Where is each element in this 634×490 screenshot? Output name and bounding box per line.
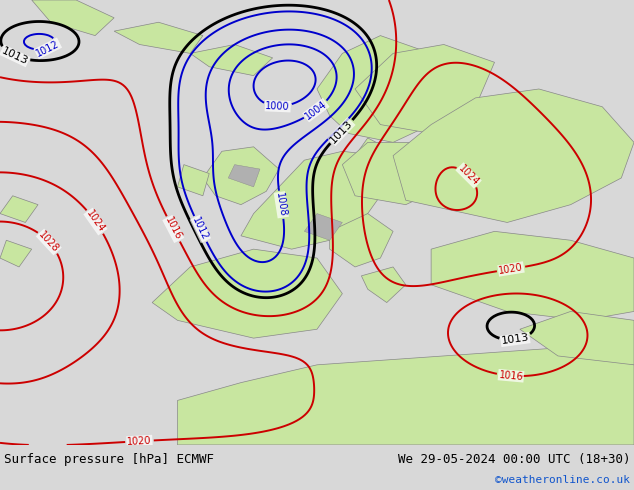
Text: 1024: 1024 bbox=[456, 163, 481, 188]
Polygon shape bbox=[355, 138, 393, 165]
Polygon shape bbox=[228, 165, 260, 187]
Polygon shape bbox=[241, 151, 393, 249]
Polygon shape bbox=[0, 196, 38, 222]
Polygon shape bbox=[431, 231, 634, 320]
Polygon shape bbox=[152, 249, 342, 338]
Polygon shape bbox=[0, 240, 32, 267]
Text: 1008: 1008 bbox=[275, 192, 288, 218]
Text: Surface pressure [hPa] ECMWF: Surface pressure [hPa] ECMWF bbox=[4, 453, 214, 466]
Polygon shape bbox=[304, 214, 342, 240]
Polygon shape bbox=[361, 267, 406, 302]
Text: 1024: 1024 bbox=[84, 209, 107, 235]
Polygon shape bbox=[393, 89, 634, 222]
Text: 1012: 1012 bbox=[35, 38, 61, 58]
Text: ©weatheronline.co.uk: ©weatheronline.co.uk bbox=[495, 475, 630, 485]
Polygon shape bbox=[520, 312, 634, 365]
Polygon shape bbox=[178, 165, 209, 196]
Polygon shape bbox=[342, 143, 456, 205]
Polygon shape bbox=[330, 214, 393, 267]
Text: We 29-05-2024 00:00 UTC (18+30): We 29-05-2024 00:00 UTC (18+30) bbox=[398, 453, 630, 466]
Text: 1020: 1020 bbox=[127, 436, 152, 447]
Text: 1020: 1020 bbox=[498, 262, 524, 276]
Text: 1013: 1013 bbox=[328, 118, 354, 145]
Text: 1013: 1013 bbox=[501, 333, 530, 346]
Text: 1016: 1016 bbox=[163, 216, 183, 242]
Polygon shape bbox=[190, 45, 273, 75]
Text: 1028: 1028 bbox=[37, 229, 61, 254]
Polygon shape bbox=[355, 45, 495, 133]
Polygon shape bbox=[32, 0, 114, 36]
Text: 1004: 1004 bbox=[303, 99, 329, 122]
Text: 1016: 1016 bbox=[498, 369, 524, 382]
Text: 1000: 1000 bbox=[265, 101, 290, 112]
Text: 1013: 1013 bbox=[0, 46, 30, 66]
Polygon shape bbox=[178, 347, 634, 445]
Polygon shape bbox=[317, 36, 456, 143]
Polygon shape bbox=[203, 147, 279, 205]
Polygon shape bbox=[114, 22, 203, 53]
Text: 1012: 1012 bbox=[190, 216, 210, 242]
